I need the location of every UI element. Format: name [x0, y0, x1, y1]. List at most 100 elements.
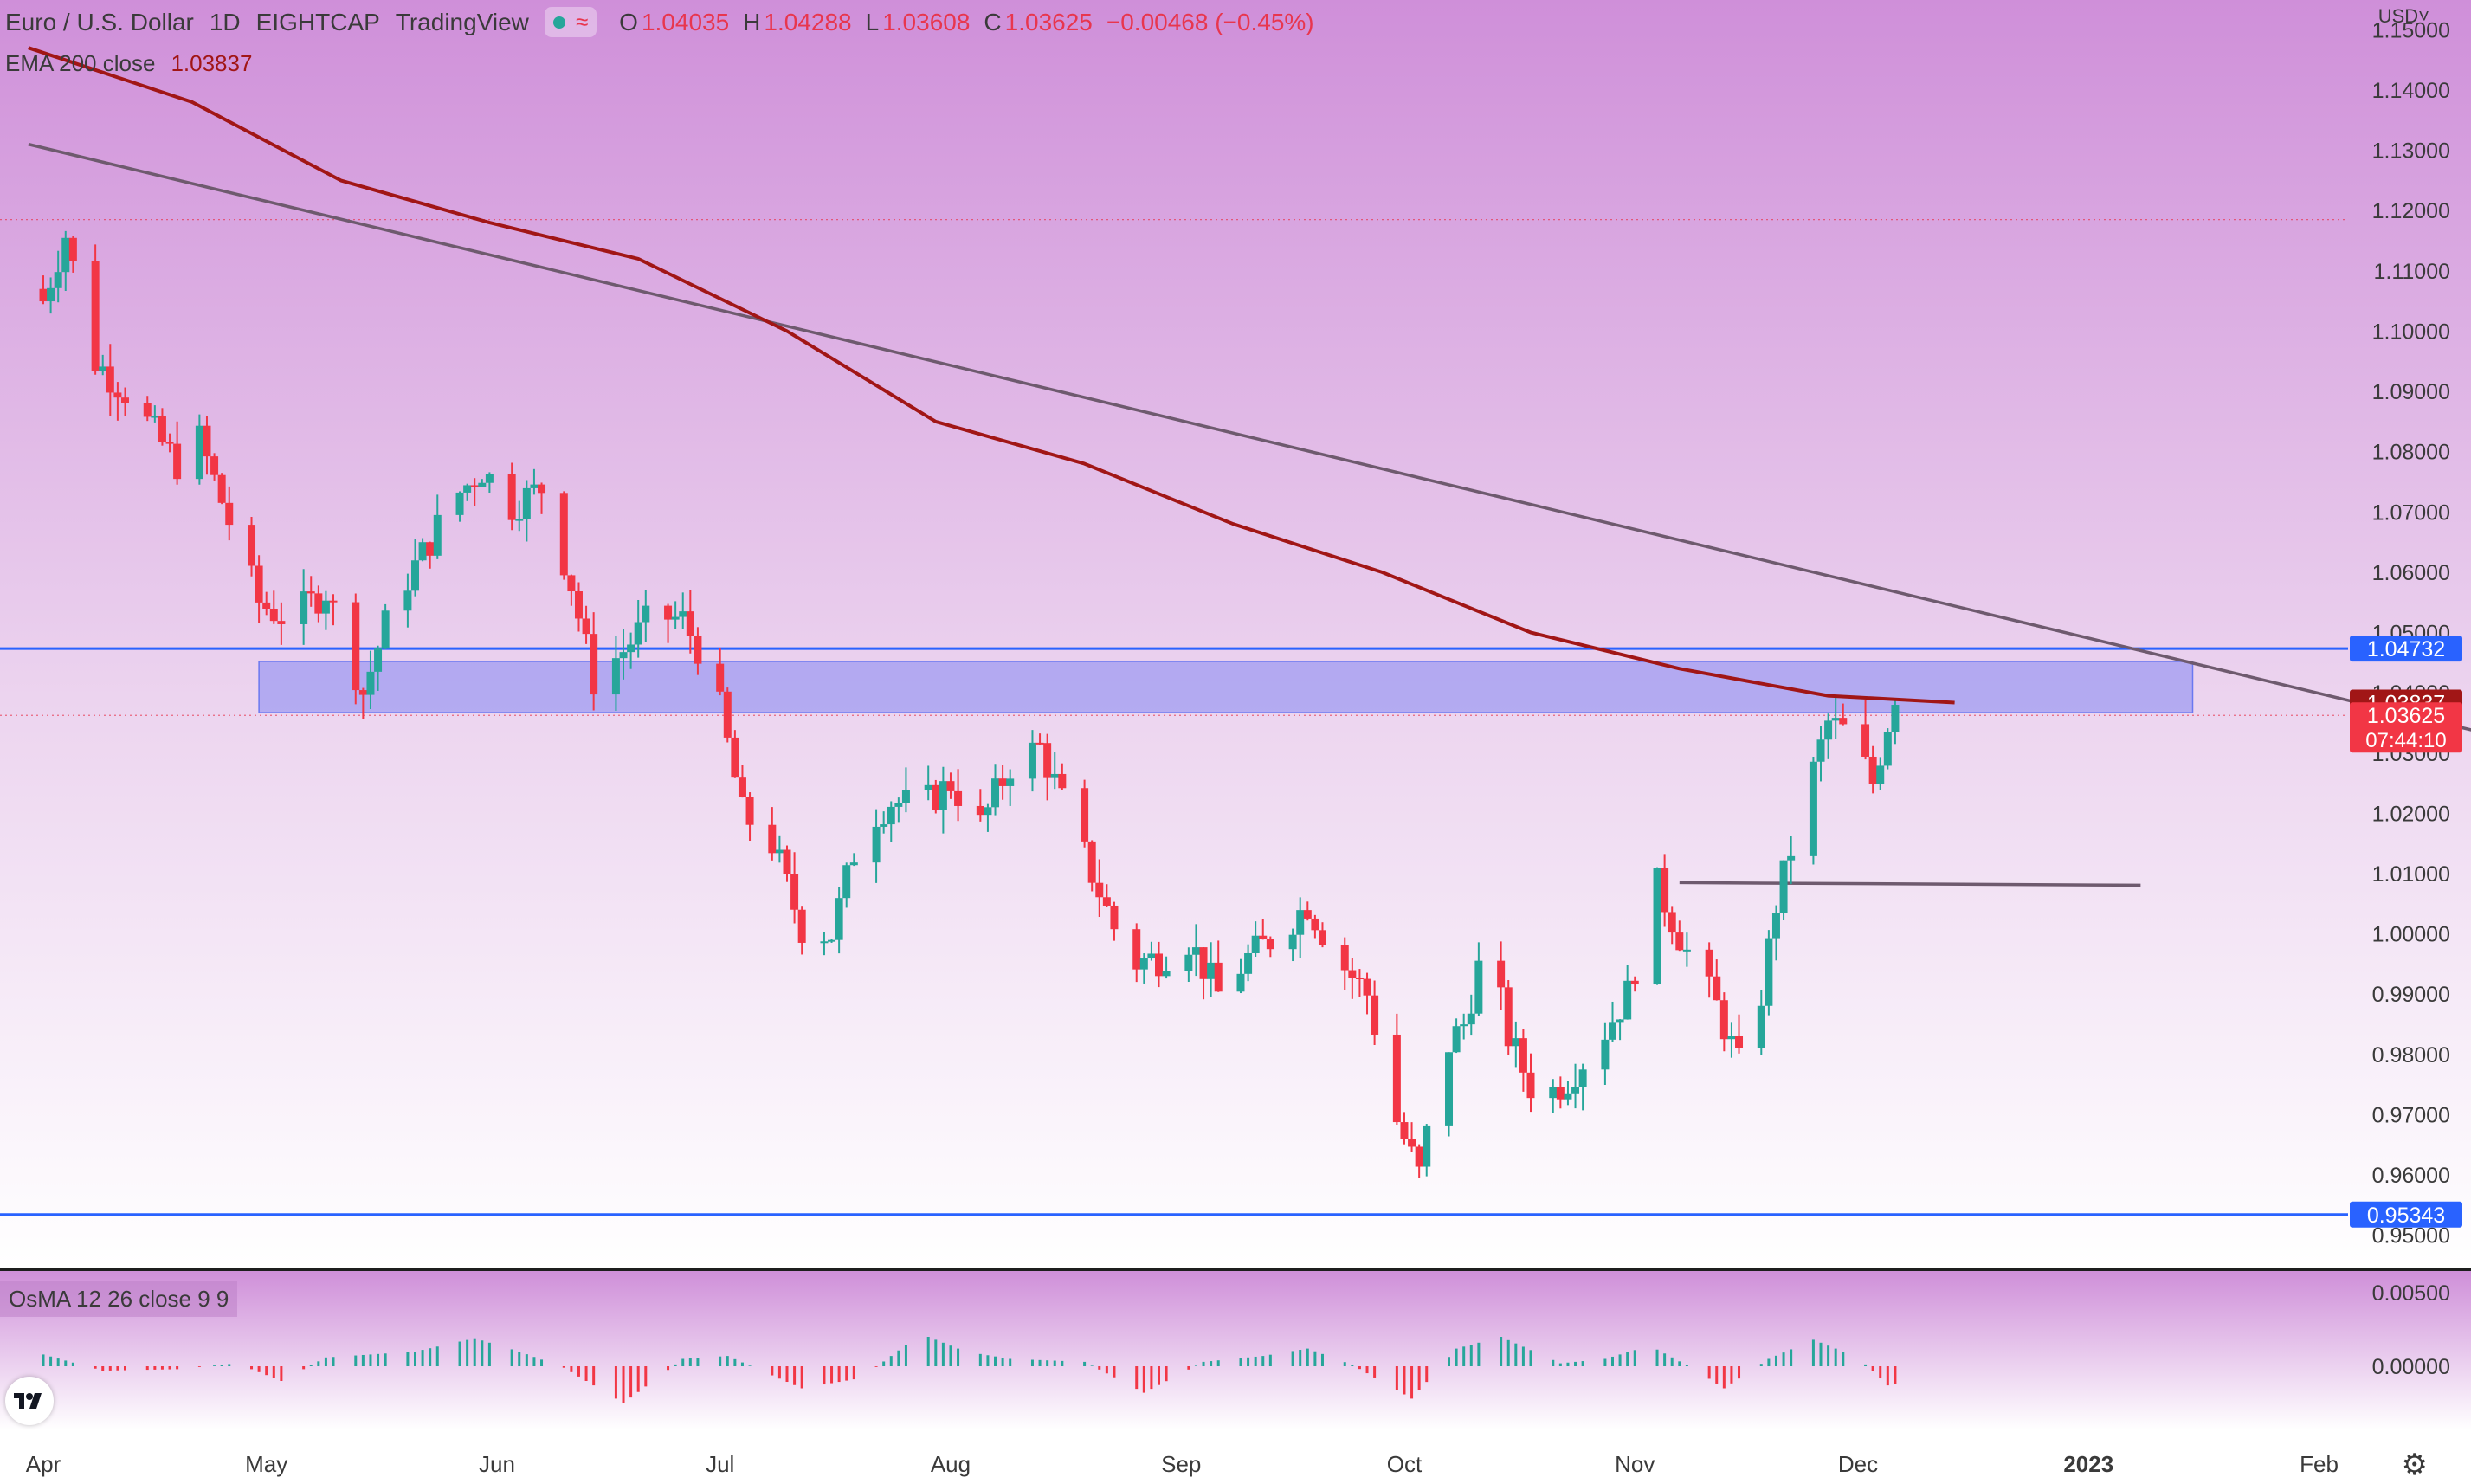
candle-body[interactable]: [1831, 718, 1840, 721]
candle-body[interactable]: [991, 778, 1000, 808]
candle-body[interactable]: [1184, 954, 1193, 971]
candle-body[interactable]: [203, 425, 211, 457]
candle-body[interactable]: [269, 608, 278, 622]
candle-body[interactable]: [1564, 1093, 1572, 1100]
candle-body[interactable]: [1661, 868, 1669, 913]
candle-body[interactable]: [1504, 987, 1513, 1047]
candle-body[interactable]: [277, 621, 286, 624]
candle-body[interactable]: [1757, 1005, 1765, 1048]
candle-body[interactable]: [418, 542, 427, 561]
candle-body[interactable]: [478, 482, 487, 487]
candle-body[interactable]: [485, 474, 494, 483]
interval-label[interactable]: 1D: [209, 8, 241, 35]
candle-body[interactable]: [1571, 1087, 1580, 1094]
candle-body[interactable]: [1549, 1087, 1558, 1099]
candle-body[interactable]: [262, 602, 271, 609]
candle-body[interactable]: [820, 941, 829, 944]
candle-body[interactable]: [463, 485, 472, 493]
candle-body[interactable]: [1883, 732, 1892, 766]
candle-body[interactable]: [1147, 953, 1156, 959]
candle-body[interactable]: [455, 492, 464, 515]
candle-body[interactable]: [1713, 976, 1721, 1001]
candle-body[interactable]: [1408, 1139, 1416, 1147]
candle-body[interactable]: [723, 691, 732, 738]
tradingview-logo-icon[interactable]: [5, 1377, 54, 1425]
candle-body[interactable]: [158, 416, 166, 442]
candle-body[interactable]: [1050, 773, 1059, 778]
osma-legend[interactable]: OsMA 12 26 close 9 9: [0, 1281, 238, 1317]
candle-body[interactable]: [329, 600, 338, 603]
candle-body[interactable]: [642, 605, 650, 623]
candle-body[interactable]: [106, 366, 114, 393]
price-badge[interactable]: [2350, 702, 2462, 753]
candle-body[interactable]: [538, 484, 546, 494]
candle-body[interactable]: [984, 807, 992, 816]
candle-body[interactable]: [1474, 960, 1483, 1014]
candle-body[interactable]: [411, 560, 419, 591]
candle-body[interactable]: [1162, 971, 1171, 977]
candle-body[interactable]: [894, 803, 903, 807]
candle-body[interactable]: [1861, 724, 1870, 757]
candle-body[interactable]: [1630, 980, 1639, 985]
candle-body[interactable]: [1682, 949, 1691, 952]
candle-body[interactable]: [946, 781, 955, 791]
candle-body[interactable]: [366, 671, 375, 695]
candle-body[interactable]: [619, 652, 628, 659]
candle-body[interactable]: [1512, 1038, 1520, 1047]
candle-body[interactable]: [1095, 882, 1104, 898]
candle-body[interactable]: [634, 622, 642, 645]
candle-body[interactable]: [679, 611, 687, 617]
candle-body[interactable]: [1318, 930, 1326, 945]
supply-zone-rect[interactable]: [258, 661, 2194, 713]
candle-body[interactable]: [745, 797, 754, 825]
candle-body[interactable]: [1139, 958, 1148, 970]
candle-body[interactable]: [1653, 868, 1661, 985]
market-status[interactable]: ≈: [544, 7, 597, 37]
candle-body[interactable]: [1779, 860, 1788, 913]
candle-body[interactable]: [1891, 705, 1900, 732]
candle-body[interactable]: [1214, 962, 1223, 992]
candle-body[interactable]: [716, 663, 725, 692]
candle-body[interactable]: [530, 484, 539, 488]
candle-body[interactable]: [1578, 1069, 1587, 1087]
candle-body[interactable]: [582, 618, 590, 635]
candle-body[interactable]: [783, 849, 791, 874]
symbol-name[interactable]: Euro / U.S. Dollar: [5, 8, 194, 35]
candle-body[interactable]: [768, 824, 777, 854]
candle-body[interactable]: [358, 690, 367, 695]
candle-body[interactable]: [1460, 1024, 1468, 1027]
candle-body[interactable]: [574, 591, 583, 619]
candle-body[interactable]: [590, 634, 598, 695]
candle-body[interactable]: [567, 575, 576, 592]
candle-body[interactable]: [1839, 718, 1848, 725]
candle-body[interactable]: [426, 542, 435, 556]
candle-body[interactable]: [522, 487, 531, 519]
candle-body[interactable]: [924, 784, 932, 790]
candle-body[interactable]: [1087, 841, 1096, 883]
candle-body[interactable]: [99, 366, 107, 371]
candle-body[interactable]: [39, 288, 48, 302]
candle-body[interactable]: [611, 658, 620, 695]
candle-body[interactable]: [1236, 973, 1245, 992]
gear-icon[interactable]: ⚙: [2401, 1449, 2428, 1481]
candle-body[interactable]: [1340, 945, 1349, 971]
candle-body[interactable]: [1132, 929, 1141, 970]
candle-body[interactable]: [1526, 1072, 1535, 1099]
candle-body[interactable]: [1058, 773, 1067, 789]
candle-body[interactable]: [1735, 1036, 1744, 1048]
candle-body[interactable]: [1787, 855, 1796, 861]
candle-body[interactable]: [1028, 742, 1036, 779]
candle-body[interactable]: [954, 790, 963, 806]
candle-body[interactable]: [1415, 1146, 1423, 1167]
candle-body[interactable]: [1705, 949, 1713, 977]
candle-body[interactable]: [790, 874, 799, 910]
candle-body[interactable]: [61, 237, 70, 273]
candle-body[interactable]: [559, 493, 568, 576]
candle-body[interactable]: [210, 456, 219, 475]
candle-body[interactable]: [1876, 765, 1885, 784]
candle-body[interactable]: [1311, 918, 1319, 931]
candle-body[interactable]: [1110, 905, 1119, 930]
candle-body[interactable]: [1259, 935, 1268, 939]
candle-body[interactable]: [1452, 1026, 1461, 1053]
